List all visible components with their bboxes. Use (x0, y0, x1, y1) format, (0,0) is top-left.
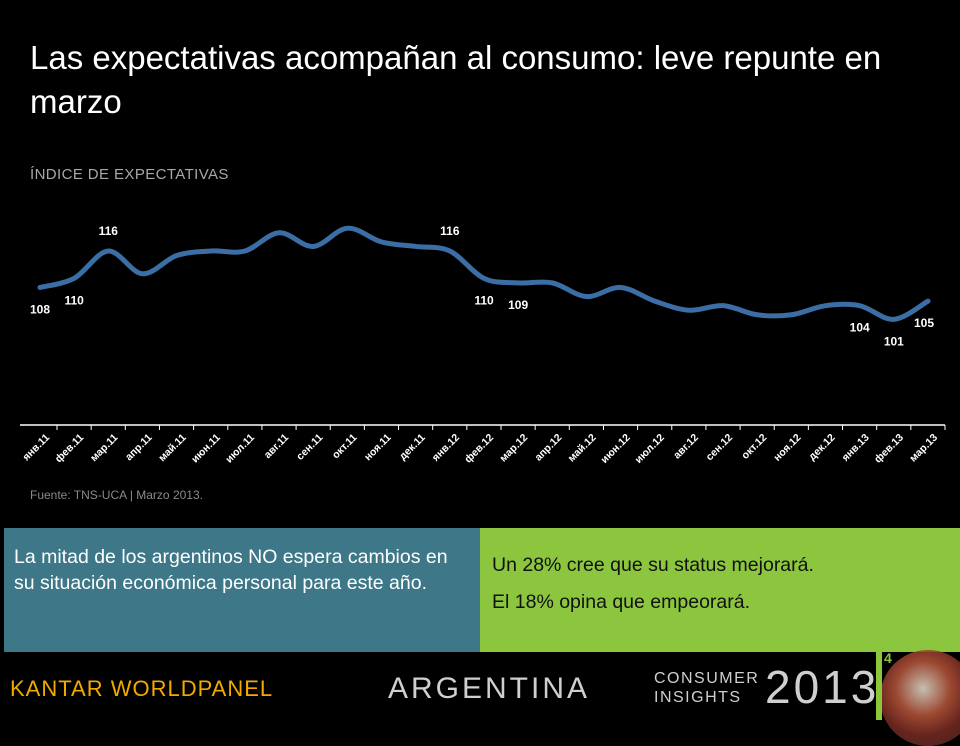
x-tick-label: сен.11 (294, 432, 325, 463)
data-point (106, 249, 111, 253)
divider-bar (876, 652, 882, 720)
consumer-label: CONSUMER (654, 670, 760, 687)
x-tick-label: фев.13 (872, 432, 906, 466)
globe-icon (880, 650, 960, 746)
x-tick-label: мар.12 (497, 432, 530, 465)
year-label: 2013 (765, 661, 880, 713)
data-point (891, 317, 896, 322)
page-number: 4 (884, 650, 892, 666)
x-tick-label: апр.11 (123, 432, 155, 464)
data-point (174, 253, 179, 258)
x-tick-label: июн.11 (189, 432, 223, 466)
data-point (379, 239, 384, 244)
data-point (755, 312, 760, 317)
data-label: 108 (30, 302, 50, 316)
data-label: 116 (440, 224, 460, 238)
x-tick-label: фев.11 (53, 432, 87, 466)
source-note: Fuente: TNS-UCA | Marzo 2013. (30, 488, 203, 502)
data-point (721, 303, 726, 308)
x-tick-label: ноя.11 (362, 432, 394, 464)
x-tick-label: дек.12 (806, 432, 837, 463)
data-label: 105 (914, 316, 934, 330)
data-point (516, 280, 521, 285)
consumer-insights-label: CONSUMER INSIGHTS (654, 669, 759, 707)
data-point (345, 226, 350, 231)
data-point (38, 285, 42, 290)
chart-title: ÍNDICE DE EXPECTATIVAS (30, 166, 229, 183)
x-tick-label: окт.12 (739, 432, 769, 462)
x-tick-label: сен.12 (704, 432, 736, 464)
x-tick-label: янв.11 (20, 432, 52, 464)
data-point (618, 285, 623, 290)
x-tick-label: ноя.12 (771, 432, 803, 464)
data-point (72, 276, 77, 281)
data-point (447, 249, 452, 253)
data-point (652, 299, 657, 304)
x-tick-label: янв.12 (430, 432, 462, 464)
worsen-stat-text: El 18% opina que empeorará. (492, 591, 751, 613)
data-point (584, 294, 589, 299)
x-tick-label: июл.11 (223, 432, 257, 466)
data-point (277, 230, 282, 235)
data-point (140, 271, 145, 276)
data-point (550, 280, 555, 285)
brand-logo: KANTAR WORLDPANEL (10, 676, 274, 701)
x-tick-label: фев.12 (462, 432, 496, 466)
data-point (823, 303, 828, 308)
info-box-right: Un 28% cree que su status mejorará. El 1… (480, 528, 960, 652)
data-point (413, 244, 418, 249)
data-point (311, 244, 316, 249)
x-tick-label: дек.11 (397, 432, 428, 463)
info-box-left-text: La mitad de los argentinos NO espera cam… (14, 546, 448, 594)
x-tick-label: июл.12 (633, 432, 667, 466)
x-tick-label: апр.12 (532, 432, 564, 464)
x-tick-label: мар.13 (907, 432, 940, 465)
data-point (482, 276, 486, 281)
data-point (857, 303, 862, 308)
x-tick-label: май.11 (156, 432, 189, 465)
x-tick-label: май.12 (566, 432, 599, 465)
data-label: 104 (850, 321, 870, 335)
country-label: ARGENTINA (388, 672, 591, 705)
x-tick-label: июн.12 (599, 432, 633, 466)
data-point (789, 312, 794, 317)
data-point (686, 308, 691, 313)
data-label: 109 (508, 298, 528, 312)
x-tick-label: янв.13 (840, 432, 872, 464)
data-point (208, 249, 213, 253)
page-title: Las expectativas acompañan al consumo: l… (30, 39, 882, 120)
x-tick-label: мар.11 (88, 432, 121, 465)
data-label: 110 (64, 293, 84, 307)
data-label: 101 (884, 334, 904, 348)
data-label: 110 (474, 293, 494, 307)
improve-stat-text: Un 28% cree que su status mejorará. (492, 554, 814, 576)
data-label: 116 (99, 224, 119, 238)
x-tick-label: авг.12 (671, 432, 701, 462)
data-point (926, 299, 930, 304)
info-box-left: La mitad de los argentinos NO espera cam… (4, 528, 480, 652)
insights-label: INSIGHTS (654, 689, 742, 706)
x-tick-label: авг.11 (262, 432, 292, 462)
data-point (242, 249, 247, 253)
x-tick-label: окт.11 (330, 432, 360, 462)
